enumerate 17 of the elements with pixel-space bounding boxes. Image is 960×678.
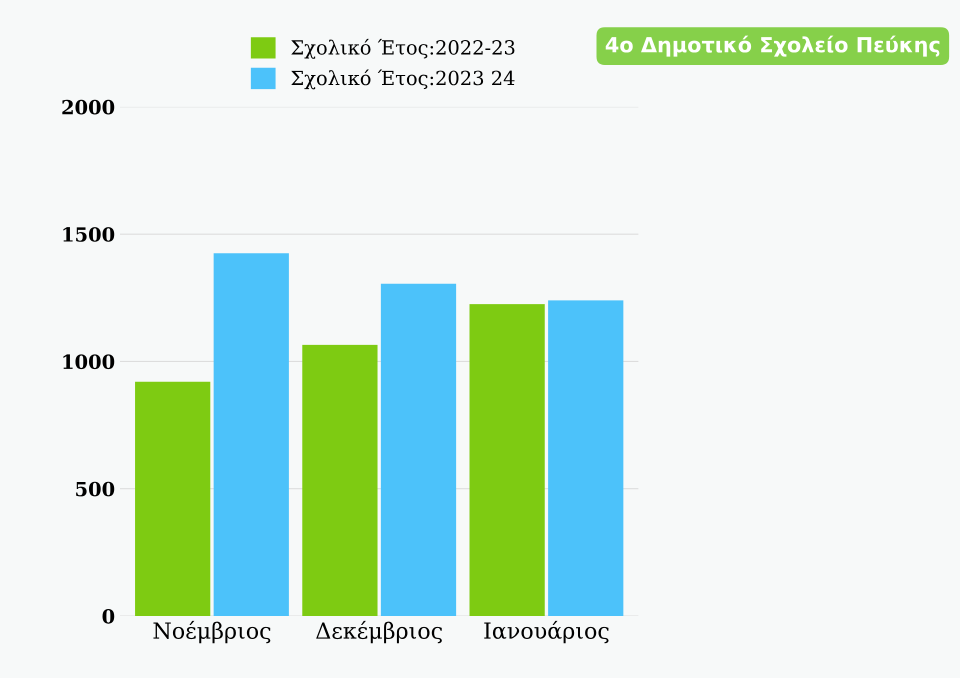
x-tick-label: Νοέμβριος	[153, 620, 270, 644]
bar	[214, 253, 289, 616]
y-tick-label: 500	[76, 482, 114, 496]
bar	[380, 284, 456, 616]
bar	[470, 304, 545, 616]
y-tick-label: 0	[102, 608, 114, 624]
y-tick-label: 1000	[63, 354, 114, 370]
bar	[548, 300, 624, 616]
x-tick-label: Ιανουάριος	[484, 620, 609, 644]
bar	[302, 344, 378, 616]
y-tick-label: 1500	[63, 227, 114, 242]
legend-label: Σχολικό Έτος:2023 24	[291, 69, 514, 90]
bar	[135, 382, 210, 616]
x-tick-label: Δεκέμβριος	[316, 620, 442, 644]
y-tick-label: 2000	[62, 100, 114, 115]
text: 4ο Δημοτικό Σχολείο Πεύκης	[606, 36, 940, 57]
legend-label: Σχολικό Έτος:2022-23	[291, 38, 514, 59]
